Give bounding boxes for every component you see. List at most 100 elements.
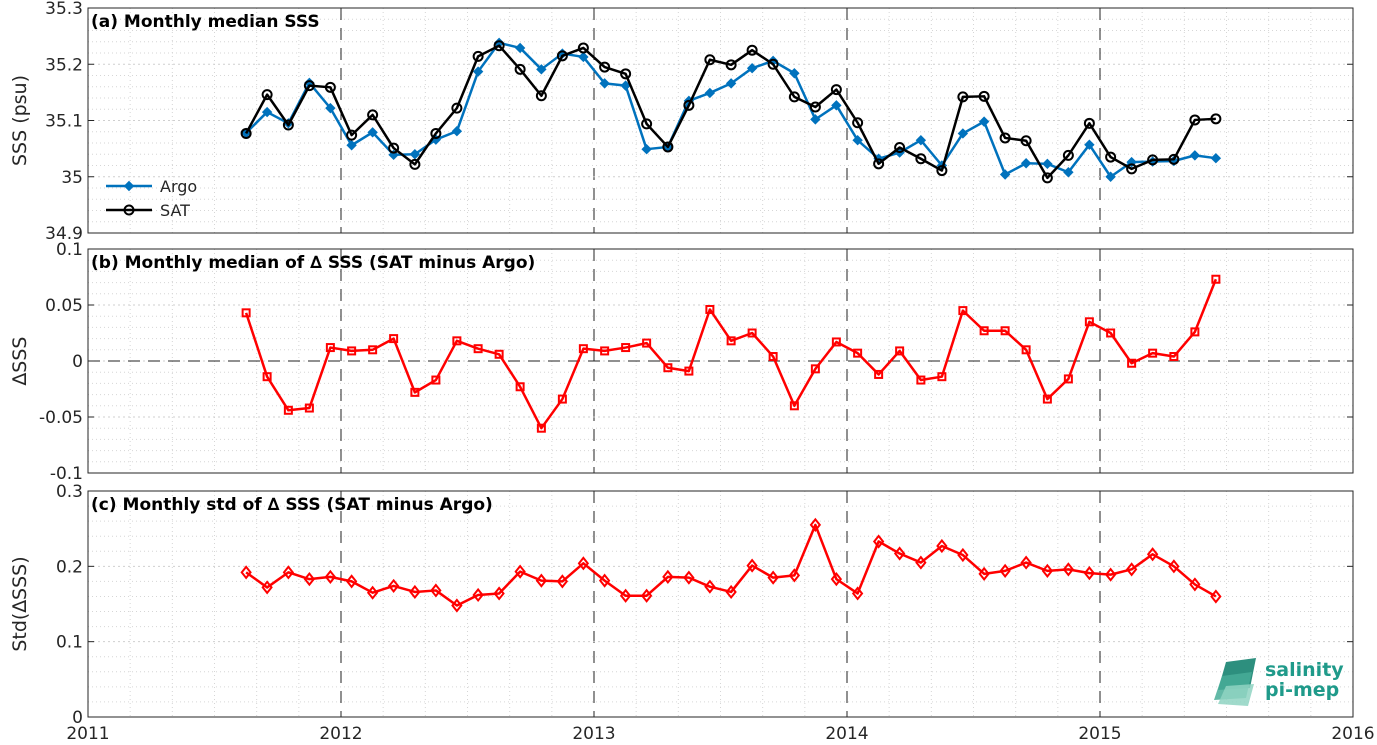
panel-3: 0 0.1 0.2 0.3 2011 2012 2013 2014 2015 2016 Std(∆S… xyxy=(9,482,1375,744)
data-point xyxy=(1062,149,1074,161)
x-tick-label: 2011 xyxy=(66,724,109,744)
data-point xyxy=(768,352,778,362)
data-point xyxy=(1211,274,1221,284)
panel-2: -0.1 -0.05 0 0.05 0.1 ∆SSS (b) Monthly median … xyxy=(9,240,1354,484)
x-tick-label: 2012 xyxy=(319,724,362,744)
data-point xyxy=(619,588,632,603)
panel-title: (b) Monthly median of ∆ SSS (SAT minus A… xyxy=(91,253,535,273)
data-point xyxy=(916,375,926,385)
data-point xyxy=(663,363,673,373)
data-point xyxy=(367,127,378,138)
data-point xyxy=(346,129,358,141)
data-point xyxy=(493,40,505,52)
series-sat xyxy=(240,40,1222,184)
minor-grid xyxy=(88,491,1353,717)
data-point xyxy=(472,587,484,603)
data-point xyxy=(726,336,736,346)
data-point xyxy=(368,345,378,355)
data-point xyxy=(683,570,695,585)
data-point xyxy=(809,517,822,533)
data-point xyxy=(1189,150,1201,161)
x-tick-label: 2015 xyxy=(1078,724,1121,744)
data-point xyxy=(640,588,653,603)
data-point xyxy=(788,91,800,103)
y-tick-label: 35.2 xyxy=(45,55,83,75)
data-point xyxy=(1126,163,1138,175)
y-axis-label: ∆SSS xyxy=(9,337,31,387)
data-point xyxy=(240,127,252,139)
logo-line-1: salinity xyxy=(1265,659,1344,681)
panel-title: (a) Monthly median SSS xyxy=(91,12,320,32)
data-point xyxy=(1063,374,1073,384)
data-point xyxy=(851,586,864,601)
data-point xyxy=(600,346,610,356)
data-point xyxy=(514,63,526,75)
data-point xyxy=(578,344,588,354)
data-point xyxy=(1210,113,1222,125)
y-tick-label: 0.3 xyxy=(56,482,83,502)
data-point xyxy=(999,563,1011,578)
data-point xyxy=(978,90,990,102)
data-point xyxy=(874,369,884,379)
data-point xyxy=(641,143,652,155)
data-point xyxy=(683,99,695,111)
data-point xyxy=(957,91,969,103)
data-point xyxy=(410,387,420,397)
data-point xyxy=(893,546,906,561)
data-point xyxy=(1062,562,1075,577)
data-point xyxy=(514,42,526,54)
data-point xyxy=(472,66,484,77)
data-point xyxy=(389,334,399,344)
data-point xyxy=(641,118,653,130)
data-point xyxy=(705,304,715,314)
data-point xyxy=(493,586,505,601)
data-point xyxy=(725,59,737,71)
data-point xyxy=(1189,577,1201,592)
panel-1: 34.9 35 35.1 35.2 35.3 SSS (psu) (a) Monthly m… xyxy=(9,0,1354,244)
data-point xyxy=(452,336,462,346)
data-point xyxy=(430,583,442,598)
data-point xyxy=(1168,559,1180,574)
data-point xyxy=(1041,172,1053,184)
data-point xyxy=(282,119,294,131)
data-point xyxy=(810,114,821,125)
major-grid xyxy=(88,491,1353,717)
data-point xyxy=(346,140,357,151)
data-point xyxy=(852,134,863,146)
data-point xyxy=(704,54,716,66)
data-point xyxy=(725,584,737,600)
data-point xyxy=(852,117,864,129)
series-line xyxy=(245,44,1216,180)
data-point xyxy=(746,44,758,56)
data-point xyxy=(789,68,800,79)
data-point xyxy=(366,585,379,600)
data-point xyxy=(1042,158,1053,170)
major-grid xyxy=(88,8,1353,233)
data-point xyxy=(1063,167,1074,178)
x-tick-label: 2014 xyxy=(825,724,868,744)
data-point xyxy=(599,78,610,89)
axes-box xyxy=(87,490,1354,718)
data-point xyxy=(746,558,758,573)
data-point xyxy=(303,572,316,587)
data-point xyxy=(978,116,990,127)
data-point xyxy=(1147,154,1159,166)
data-point xyxy=(1190,327,1200,337)
data-point xyxy=(282,565,295,580)
data-point xyxy=(1169,352,1179,362)
data-point xyxy=(1020,555,1032,570)
data-point xyxy=(283,405,293,415)
data-point xyxy=(831,100,842,111)
data-point xyxy=(1020,158,1032,169)
data-point xyxy=(431,375,441,385)
data-point xyxy=(599,61,611,73)
data-point xyxy=(872,534,885,549)
data-point xyxy=(261,89,273,101)
legend-marker xyxy=(123,204,135,216)
data-point xyxy=(1125,562,1138,577)
data-point xyxy=(304,403,314,413)
data-point xyxy=(388,142,400,154)
y-tick-label: -0.1 xyxy=(50,464,83,484)
data-point xyxy=(999,169,1011,180)
